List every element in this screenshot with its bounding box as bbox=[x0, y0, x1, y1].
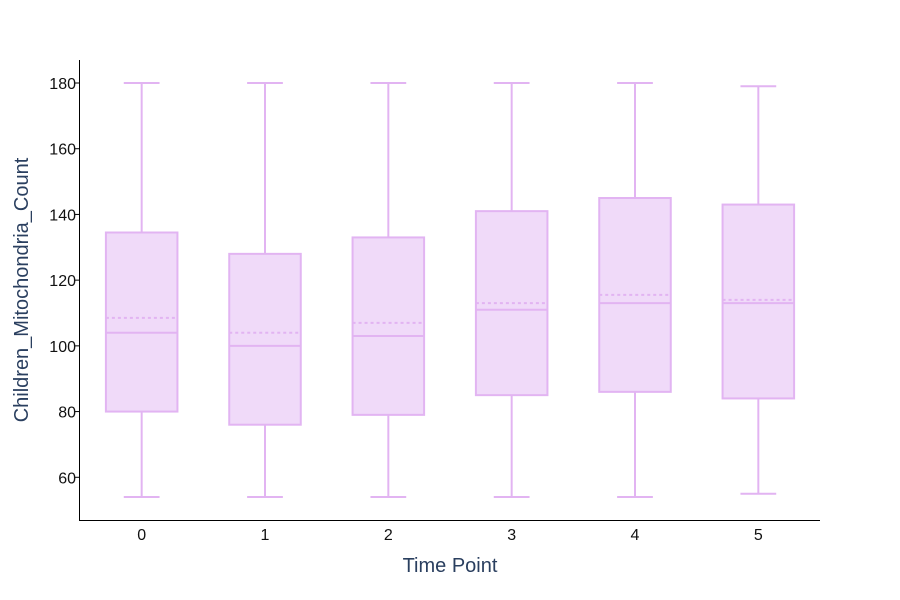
box-series bbox=[104, 82, 796, 498]
box-iqr bbox=[104, 231, 179, 413]
box-iqr bbox=[351, 236, 426, 416]
y-axis-title: Children_Mitochondria_Count bbox=[11, 157, 33, 422]
box-1 bbox=[228, 82, 302, 498]
y-tick-label: 100 bbox=[49, 339, 76, 356]
box-iqr bbox=[474, 210, 549, 397]
box-0 bbox=[104, 82, 179, 498]
box-5 bbox=[721, 85, 796, 495]
y-tick-label: 140 bbox=[49, 207, 76, 224]
x-tick-label: 0 bbox=[137, 527, 146, 544]
y-tick-label: 180 bbox=[49, 76, 76, 93]
x-axis-title: Time Point bbox=[403, 555, 498, 577]
x-tick-label: 3 bbox=[507, 527, 516, 544]
box-2 bbox=[351, 82, 426, 498]
y-tick-label: 160 bbox=[49, 142, 76, 159]
box-4 bbox=[598, 82, 672, 498]
y-tick-label: 60 bbox=[58, 470, 76, 487]
x-tick-label: 4 bbox=[631, 527, 640, 544]
x-tick-label: 2 bbox=[384, 527, 393, 544]
x-axis-ticks: 0 1 2 3 4 5 bbox=[137, 527, 763, 544]
box-iqr bbox=[598, 197, 672, 393]
box-3 bbox=[474, 82, 549, 498]
box-iqr bbox=[228, 252, 302, 426]
x-tick-label: 1 bbox=[261, 527, 270, 544]
y-axis-ticks: 60 80 100 120 140 160 180 bbox=[49, 76, 80, 487]
y-tick-label: 80 bbox=[58, 405, 76, 422]
box-iqr bbox=[721, 203, 796, 400]
y-tick-label: 120 bbox=[49, 273, 76, 290]
x-tick-label: 5 bbox=[754, 527, 763, 544]
